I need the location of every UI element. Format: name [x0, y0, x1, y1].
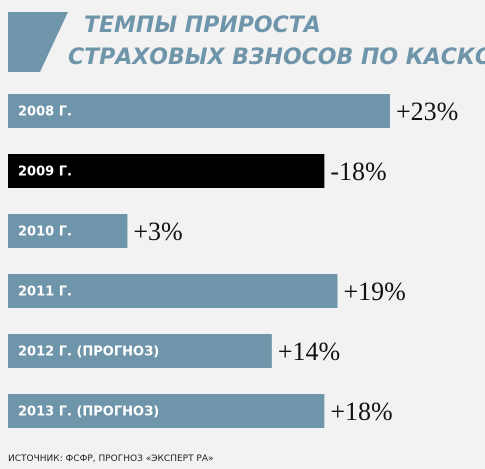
value-label: +23% [396, 97, 458, 126]
bar [8, 214, 128, 248]
category-label: 2009 Г. [18, 165, 72, 180]
category-label: 2013 Г. (ПРОГНОЗ) [18, 405, 159, 420]
category-label: 2012 Г. (ПРОГНОЗ) [18, 345, 159, 360]
title-decoration [8, 12, 68, 72]
value-label: -18% [330, 157, 386, 186]
bar [8, 274, 338, 308]
category-label: 2011 Г. [18, 285, 72, 300]
bar [8, 94, 390, 128]
value-label: +14% [278, 337, 340, 366]
category-label: 2010 Г. [18, 225, 72, 240]
bar [8, 394, 325, 428]
category-label: 2008 Г. [18, 105, 72, 120]
value-label: +19% [343, 277, 405, 306]
chart-title: СТРАХОВЫХ ВЗНОСОВ ПО КАСКО [68, 45, 485, 70]
source: ИСТОЧНИК: ФСФР, ПРОГНОЗ «ЭКСПЕРТ РА» [8, 454, 214, 464]
bar [8, 334, 272, 368]
value-label: +18% [330, 397, 392, 426]
bar [8, 154, 325, 188]
value-label: +3% [133, 217, 182, 246]
chart-title: ТЕМПЫ ПРИРОСТА [84, 13, 321, 38]
